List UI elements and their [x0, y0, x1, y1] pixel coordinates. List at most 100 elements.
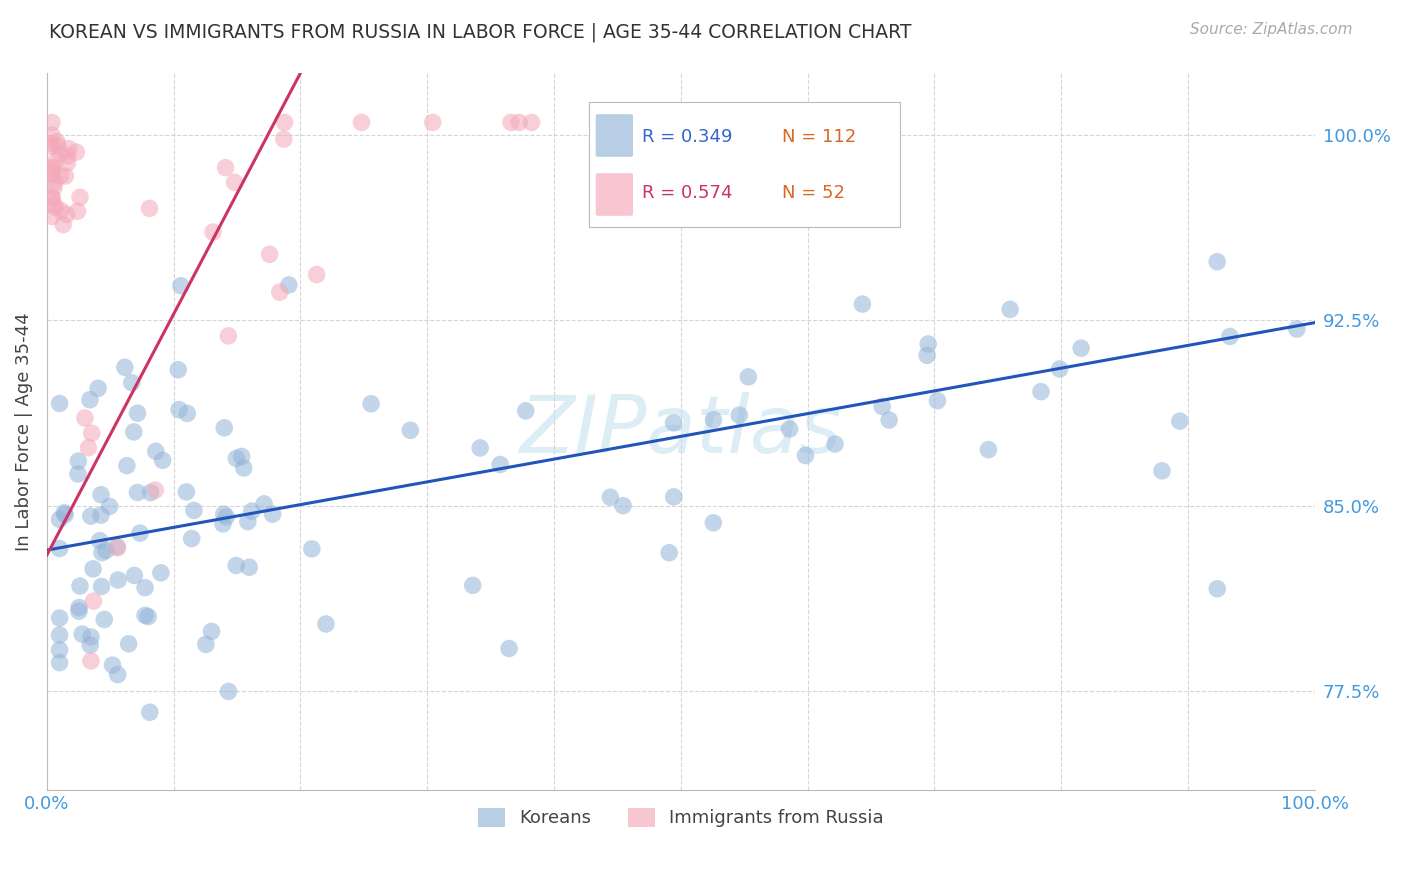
Point	[870, 400, 893, 414]
Text: KOREAN VS IMMIGRANTS FROM RUSSIA IN LABOR FORCE | AGE 35-44 CORRELATION CHART: KOREAN VS IMMIGRANTS FROM RUSSIA IN LABO…	[49, 22, 911, 42]
Point	[350, 115, 373, 129]
Point	[67, 600, 90, 615]
Point	[41, 115, 63, 129]
Point	[44, 200, 66, 214]
Point	[702, 516, 724, 530]
Point	[42, 181, 65, 195]
Point	[259, 247, 281, 261]
Point	[194, 637, 217, 651]
Point	[121, 376, 143, 390]
Point	[273, 115, 295, 129]
Point	[1219, 329, 1241, 343]
Point	[127, 485, 149, 500]
Point	[41, 168, 63, 182]
Point	[94, 543, 117, 558]
Point	[114, 360, 136, 375]
Point	[851, 297, 873, 311]
Point	[305, 268, 328, 282]
Text: Source: ZipAtlas.com: Source: ZipAtlas.com	[1189, 22, 1353, 37]
Point	[56, 149, 79, 163]
Point	[67, 604, 90, 618]
Point	[301, 541, 323, 556]
Point	[53, 508, 76, 522]
Point	[737, 370, 759, 384]
Point	[253, 497, 276, 511]
Point	[489, 458, 512, 472]
Point	[82, 594, 104, 608]
Point	[170, 278, 193, 293]
Point	[53, 506, 76, 520]
Point	[183, 503, 205, 517]
Point	[200, 624, 222, 639]
Point	[73, 411, 96, 425]
Point	[1168, 414, 1191, 428]
Point	[180, 532, 202, 546]
Point	[80, 654, 103, 668]
Point	[82, 562, 104, 576]
Point	[515, 404, 537, 418]
Point	[499, 115, 522, 129]
Point	[215, 510, 238, 524]
Point	[138, 202, 160, 216]
Point	[93, 612, 115, 626]
Point	[44, 175, 66, 189]
Point	[702, 413, 724, 427]
Point	[149, 566, 172, 580]
Point	[461, 578, 484, 592]
Point	[77, 441, 100, 455]
Point	[214, 421, 236, 435]
Point	[48, 396, 70, 410]
Point	[118, 637, 141, 651]
Point	[69, 190, 91, 204]
Y-axis label: In Labor Force | Age 35-44: In Labor Force | Age 35-44	[15, 312, 32, 550]
Point	[236, 515, 259, 529]
Point	[201, 225, 224, 239]
Point	[232, 461, 254, 475]
Point	[105, 540, 128, 554]
Point	[998, 302, 1021, 317]
Point	[41, 191, 63, 205]
Point	[315, 617, 337, 632]
Point	[55, 169, 77, 183]
Point	[45, 153, 67, 168]
Point	[49, 146, 72, 161]
Point	[66, 204, 89, 219]
Point	[41, 210, 63, 224]
Point	[139, 705, 162, 719]
Point	[468, 441, 491, 455]
Point	[80, 426, 103, 441]
Point	[90, 508, 112, 522]
Point	[87, 381, 110, 395]
Point	[80, 509, 103, 524]
Point	[658, 546, 681, 560]
Point	[212, 516, 235, 531]
Point	[49, 169, 72, 183]
Point	[231, 450, 253, 464]
Point	[1150, 464, 1173, 478]
Point	[79, 392, 101, 407]
Point	[65, 145, 87, 160]
Point	[779, 422, 801, 436]
Point	[224, 175, 246, 189]
Point	[98, 500, 121, 514]
Point	[217, 328, 239, 343]
Point	[48, 628, 70, 642]
Point	[41, 190, 63, 204]
Point	[214, 161, 236, 175]
Point	[139, 485, 162, 500]
Point	[48, 611, 70, 625]
Point	[977, 442, 1000, 457]
Point	[136, 609, 159, 624]
Point	[360, 397, 382, 411]
Point	[145, 444, 167, 458]
Point	[498, 641, 520, 656]
Point	[41, 161, 63, 175]
Point	[90, 488, 112, 502]
Point	[45, 135, 67, 149]
Point	[212, 507, 235, 521]
Point	[48, 512, 70, 526]
Point	[69, 579, 91, 593]
Point	[728, 408, 751, 422]
Point	[127, 406, 149, 420]
Point	[662, 416, 685, 430]
